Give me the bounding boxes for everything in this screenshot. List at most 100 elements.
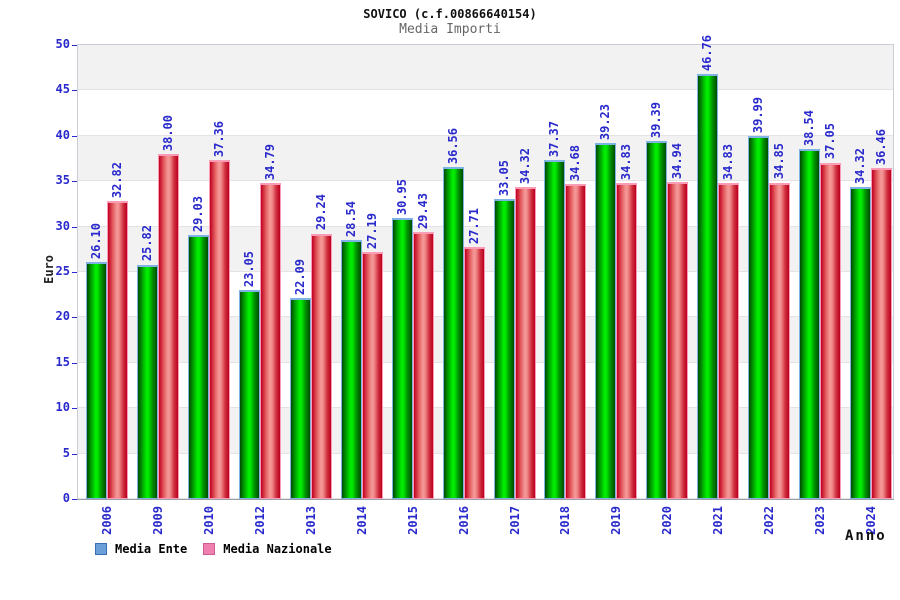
- year-label: 2013: [303, 506, 318, 535]
- ytick-label: 35: [55, 173, 70, 188]
- year-label: 2010: [201, 506, 216, 535]
- value-label-media-ente: 23.05: [241, 250, 256, 287]
- value-label-media-ente: 33.05: [496, 159, 511, 196]
- value-label-media-nazionale: 34.94: [670, 142, 685, 179]
- media-nazionale-swatch-icon: [203, 543, 216, 555]
- bar-media-nazionale: [718, 182, 740, 499]
- legend-item-media-nazionale: Media Nazionale: [203, 542, 332, 556]
- value-label-media-ente: 46.76: [700, 35, 715, 72]
- ytick-mark: [72, 135, 77, 137]
- value-label-media-nazionale: 32.82: [110, 161, 124, 198]
- legend-label-media-nazionale: Media Nazionale: [223, 542, 332, 556]
- value-label-media-ente: 30.95: [394, 178, 409, 215]
- value-label-media-ente: 29.03: [190, 196, 205, 233]
- ytick-label: 10: [55, 400, 70, 415]
- bar-media-nazionale: [208, 159, 230, 499]
- ytick-label: 50: [55, 37, 70, 51]
- ytick-label: 5: [62, 445, 70, 460]
- value-label-media-nazionale: 37.05: [823, 123, 838, 160]
- year-label: 2014: [354, 506, 369, 535]
- ytick-mark: [72, 181, 77, 183]
- year-label: 2022: [762, 506, 777, 535]
- ytick-label: 25: [55, 264, 70, 278]
- value-label-media-ente: 22.09: [292, 259, 307, 296]
- bar-media-nazionale: [412, 231, 434, 499]
- bar-media-nazionale: [820, 162, 842, 499]
- x-axis-line: [77, 499, 894, 500]
- value-label-media-ente: 28.54: [343, 200, 358, 237]
- year-label: 2020: [660, 506, 675, 535]
- year-label: 2006: [100, 506, 114, 535]
- bar-media-ente: [748, 135, 770, 499]
- ytick-mark: [72, 272, 77, 273]
- bar-media-ente: [391, 217, 413, 499]
- media-ente-swatch-icon: [95, 543, 107, 555]
- value-label-media-ente: 37.37: [547, 120, 562, 157]
- legend-item-media-ente: Media Ente: [95, 542, 187, 556]
- value-label-media-nazionale: 34.85: [772, 143, 787, 180]
- year-label: 2009: [150, 506, 165, 535]
- bar-media-ente: [442, 167, 464, 499]
- bar-media-nazionale: [514, 187, 536, 499]
- value-label-media-ente: 34.32: [853, 148, 868, 185]
- bar-media-nazionale: [107, 200, 128, 499]
- ytick-label: 45: [55, 82, 70, 97]
- bar-media-nazionale: [310, 233, 332, 499]
- year-label: 2012: [252, 506, 267, 535]
- legend-label-media-ente: Media Ente: [115, 542, 188, 556]
- year-label: 2019: [609, 506, 624, 535]
- ytick-label: 0: [62, 491, 70, 505]
- value-label-media-nazionale: 34.32: [517, 148, 532, 185]
- ytick-label: 30: [55, 218, 70, 233]
- bar-media-ente: [544, 159, 566, 499]
- bar-media-nazionale: [871, 167, 893, 499]
- value-label-media-ente: 36.56: [445, 127, 460, 165]
- bar-media-ente: [136, 264, 158, 499]
- year-label: 2017: [507, 506, 522, 535]
- grid-band: [78, 90, 893, 136]
- bar-media-ente: [493, 198, 515, 499]
- value-label-media-ente: 39.39: [649, 102, 664, 139]
- bar-media-ente: [799, 149, 821, 499]
- year-label: 2016: [456, 506, 471, 535]
- bar-media-ente: [646, 141, 668, 499]
- bar-media-nazionale: [565, 184, 587, 499]
- chart-subtitle: Media Importi: [399, 22, 501, 37]
- bar-media-ente: [238, 289, 260, 499]
- bar-media-nazionale: [361, 252, 383, 499]
- value-label-media-ente: 25.82: [139, 225, 154, 262]
- ytick-mark: [72, 226, 77, 228]
- bar-media-ente: [850, 187, 872, 499]
- bar-media-nazionale: [616, 182, 638, 499]
- bar-media-nazionale: [259, 183, 281, 499]
- value-label-media-nazionale: 29.43: [415, 192, 430, 229]
- legend: Media Ente Media Nazionale: [95, 542, 332, 556]
- year-label: 2018: [558, 506, 573, 535]
- value-label-media-ente: 38.54: [802, 109, 817, 147]
- bar-media-ente: [86, 262, 107, 499]
- value-label-media-nazionale: 34.68: [568, 144, 583, 182]
- bar-media-nazionale: [157, 153, 179, 499]
- year-label: 2021: [711, 506, 726, 535]
- grid-band: [78, 45, 893, 91]
- bar-media-ente: [697, 74, 719, 499]
- value-label-media-ente: 39.23: [598, 103, 613, 140]
- ytick-mark: [72, 317, 77, 319]
- bar-media-ente: [289, 298, 311, 499]
- x-axis-title: Anno: [845, 528, 887, 544]
- ytick-label: 15: [55, 354, 70, 369]
- value-label-media-nazionale: 34.83: [619, 143, 634, 180]
- value-label-media-ente: 39.99: [751, 96, 766, 133]
- ytick-mark: [72, 408, 77, 410]
- value-label-media-ente: 26.10: [89, 222, 103, 260]
- ytick-mark: [72, 453, 77, 455]
- value-label-media-nazionale: 27.71: [466, 208, 481, 245]
- ytick-mark: [72, 90, 77, 92]
- bar-media-ente: [187, 235, 209, 499]
- value-label-media-nazionale: 37.36: [211, 120, 226, 157]
- value-label-media-nazionale: 36.46: [874, 128, 889, 165]
- chart-title: SOVICO (c.f.00866640154): [363, 7, 537, 21]
- year-label: 2015: [405, 506, 420, 535]
- ytick-mark: [72, 45, 77, 46]
